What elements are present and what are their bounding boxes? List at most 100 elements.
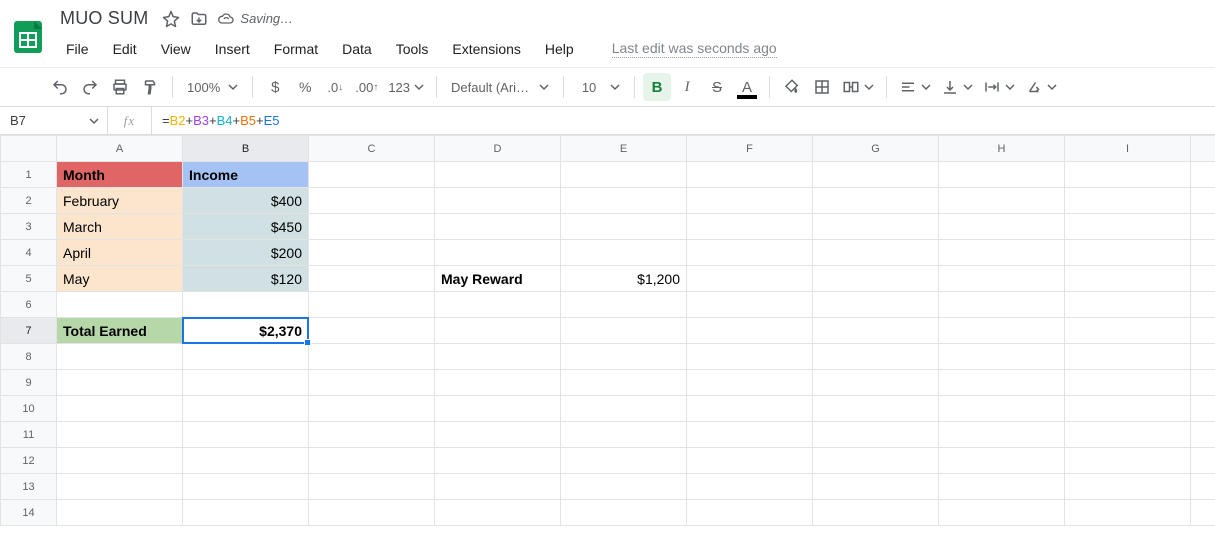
row-header[interactable]: 14 xyxy=(1,500,57,526)
column-header[interactable] xyxy=(1191,136,1215,162)
row-header[interactable]: 7 xyxy=(1,318,57,344)
cell[interactable] xyxy=(813,214,939,240)
column-header[interactable]: E xyxy=(561,136,687,162)
cell[interactable] xyxy=(813,162,939,188)
cell[interactable] xyxy=(813,188,939,214)
menu-extensions[interactable]: Extensions xyxy=(442,37,530,61)
cell[interactable] xyxy=(939,344,1065,370)
menu-view[interactable]: View xyxy=(151,37,201,61)
cell[interactable] xyxy=(183,396,309,422)
cell[interactable] xyxy=(687,188,813,214)
horizontal-align-dropdown[interactable] xyxy=(895,73,935,101)
cell[interactable] xyxy=(813,422,939,448)
cell[interactable] xyxy=(309,292,435,318)
cell[interactable] xyxy=(309,188,435,214)
cell[interactable] xyxy=(1191,344,1215,370)
column-header[interactable]: I xyxy=(1065,136,1191,162)
cell[interactable] xyxy=(939,422,1065,448)
cell[interactable] xyxy=(939,448,1065,474)
more-formats-dropdown[interactable]: 123 xyxy=(384,73,428,101)
cell[interactable] xyxy=(687,448,813,474)
cell[interactable]: Total Earned xyxy=(57,318,183,344)
cell[interactable] xyxy=(939,292,1065,318)
cell[interactable] xyxy=(309,344,435,370)
cell[interactable] xyxy=(435,422,561,448)
cell[interactable] xyxy=(435,396,561,422)
formula-bar[interactable]: =B2+B3+B4+B5+E5 xyxy=(152,107,1215,134)
column-header[interactable]: B xyxy=(183,136,309,162)
cell[interactable] xyxy=(687,474,813,500)
cell[interactable] xyxy=(57,474,183,500)
cell[interactable] xyxy=(183,500,309,526)
cell[interactable] xyxy=(57,500,183,526)
cell[interactable]: March xyxy=(57,214,183,240)
text-wrap-dropdown[interactable] xyxy=(979,73,1019,101)
cell[interactable] xyxy=(57,344,183,370)
cell[interactable] xyxy=(57,370,183,396)
cell[interactable] xyxy=(1065,266,1191,292)
cell[interactable] xyxy=(1191,370,1215,396)
cell[interactable] xyxy=(1191,162,1215,188)
column-header[interactable]: H xyxy=(939,136,1065,162)
cell[interactable] xyxy=(813,370,939,396)
cell[interactable] xyxy=(939,318,1065,344)
cell[interactable] xyxy=(1191,318,1215,344)
cell[interactable] xyxy=(57,292,183,318)
cell[interactable] xyxy=(561,214,687,240)
cell[interactable] xyxy=(1065,292,1191,318)
cell[interactable] xyxy=(1065,162,1191,188)
cell[interactable] xyxy=(813,292,939,318)
menu-help[interactable]: Help xyxy=(535,37,584,61)
font-family-dropdown[interactable]: Default (Ari… xyxy=(445,80,555,95)
print-button[interactable] xyxy=(106,73,134,101)
cell[interactable] xyxy=(561,422,687,448)
cell[interactable] xyxy=(561,162,687,188)
cell[interactable] xyxy=(813,500,939,526)
cell[interactable] xyxy=(435,370,561,396)
cell[interactable] xyxy=(687,344,813,370)
row-header[interactable]: 9 xyxy=(1,370,57,396)
cell[interactable] xyxy=(1191,188,1215,214)
cell[interactable]: $2,370 xyxy=(183,318,309,344)
cell[interactable] xyxy=(939,500,1065,526)
cell[interactable] xyxy=(309,422,435,448)
cell[interactable] xyxy=(939,240,1065,266)
move-icon[interactable] xyxy=(190,10,208,28)
cell[interactable] xyxy=(309,240,435,266)
cell[interactable] xyxy=(813,318,939,344)
cell[interactable] xyxy=(561,292,687,318)
cell[interactable] xyxy=(561,448,687,474)
percent-button[interactable]: % xyxy=(291,73,319,101)
star-icon[interactable] xyxy=(162,10,180,28)
currency-button[interactable]: $ xyxy=(261,73,289,101)
row-header[interactable]: 11 xyxy=(1,422,57,448)
cell[interactable] xyxy=(1065,370,1191,396)
cell[interactable]: Month xyxy=(57,162,183,188)
cell[interactable] xyxy=(183,448,309,474)
cell[interactable] xyxy=(435,318,561,344)
cell[interactable] xyxy=(687,500,813,526)
row-header[interactable]: 13 xyxy=(1,474,57,500)
cell[interactable]: $200 xyxy=(183,240,309,266)
cell[interactable] xyxy=(435,188,561,214)
menu-insert[interactable]: Insert xyxy=(205,37,260,61)
cell[interactable] xyxy=(687,396,813,422)
cell[interactable] xyxy=(1191,500,1215,526)
cell[interactable] xyxy=(1065,500,1191,526)
column-header[interactable]: A xyxy=(57,136,183,162)
cell[interactable] xyxy=(813,396,939,422)
strikethrough-button[interactable]: S xyxy=(703,73,731,101)
row-header[interactable]: 2 xyxy=(1,188,57,214)
borders-button[interactable] xyxy=(808,73,836,101)
cell[interactable] xyxy=(57,448,183,474)
cell[interactable] xyxy=(309,214,435,240)
row-header[interactable]: 3 xyxy=(1,214,57,240)
select-all-corner[interactable] xyxy=(1,136,57,162)
cell[interactable] xyxy=(561,344,687,370)
cell[interactable] xyxy=(813,240,939,266)
cell[interactable] xyxy=(1065,448,1191,474)
cell[interactable] xyxy=(1065,240,1191,266)
cell[interactable]: $1,200 xyxy=(561,266,687,292)
cell[interactable] xyxy=(183,422,309,448)
cell[interactable] xyxy=(939,396,1065,422)
